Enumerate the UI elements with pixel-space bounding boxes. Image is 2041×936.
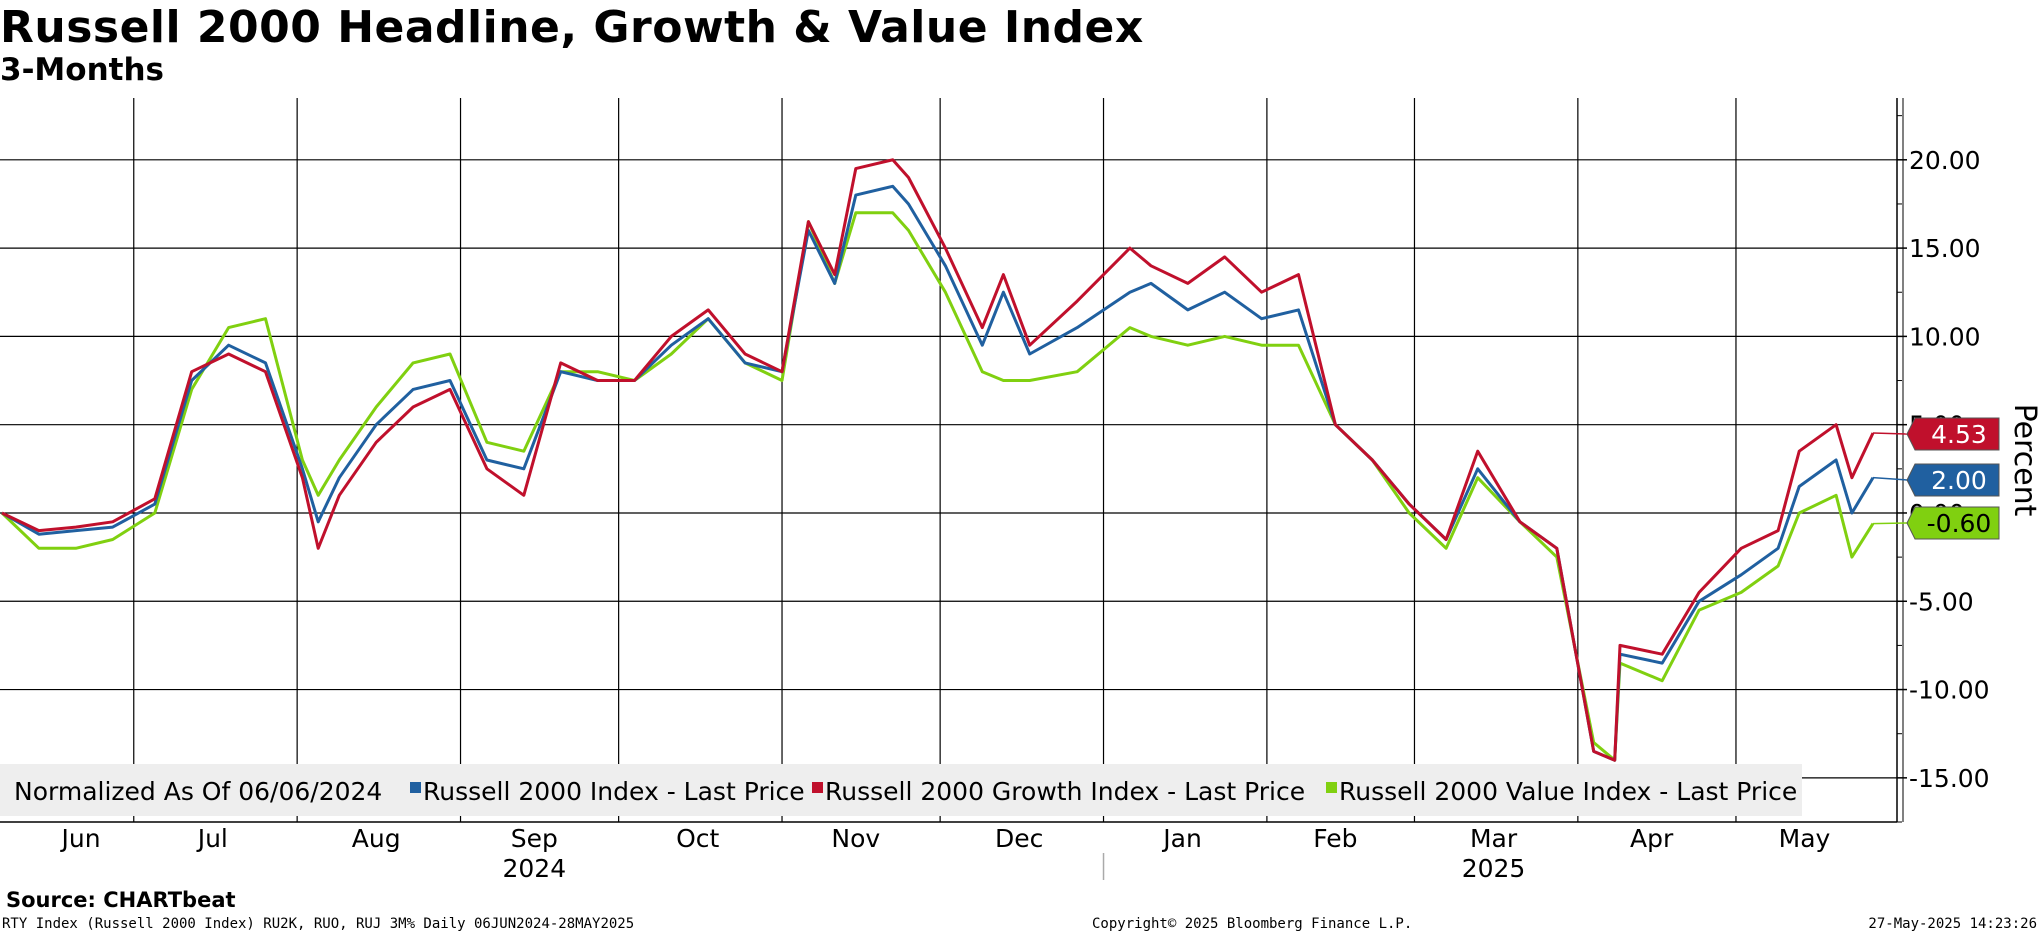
y-tick-label: -15.00: [1909, 764, 1990, 793]
chart-title: Russell 2000 Headline, Growth & Value In…: [0, 2, 1144, 53]
last-value-label-growth: 4.53: [1931, 420, 1987, 449]
x-tick-label: Aug: [352, 824, 401, 853]
y-axis-label: Percent: [2007, 404, 2041, 517]
footer-copyright: Copyright© 2025 Bloomberg Finance L.P.: [1092, 916, 1413, 932]
legend-label-headline: Russell 2000 Index - Last Price: [423, 777, 805, 806]
series-line-headline: [1, 184, 1875, 762]
legend-swatch-headline: [410, 782, 421, 793]
x-tick-label: Sep: [511, 824, 558, 853]
last-value-tag-growth: [1906, 417, 2000, 451]
legend-label-value: Russell 2000 Value Index - Last Price: [1339, 777, 1797, 806]
last-value-label-value: -0.60: [1927, 509, 1992, 538]
x-tick-label: Feb: [1313, 824, 1357, 853]
x-tick-label: May: [1779, 824, 1831, 853]
legend-swatch-value: [1326, 782, 1337, 793]
x-tick-label: Oct: [676, 824, 719, 853]
source-label: Source: CHARTbeat: [6, 888, 236, 912]
x-tick-label: Mar: [1470, 824, 1518, 853]
y-tick-label: 20.00: [1909, 146, 1981, 175]
chart-subtitle: 3-Months: [0, 52, 164, 88]
tag-leader-headline: [1872, 476, 1908, 481]
legend-label-growth: Russell 2000 Growth Index - Last Price: [825, 777, 1305, 806]
x-tick-label: Jul: [196, 824, 228, 853]
y-tick-label: -5.00: [1909, 587, 1974, 616]
series-line-growth: [1, 158, 1875, 762]
legend-box: [0, 764, 1802, 816]
y-tick-label: 15.00: [1909, 234, 1981, 263]
x-tick-label: Dec: [995, 824, 1043, 853]
last-value-tag-value: [1906, 506, 2000, 540]
x-tick-label: Nov: [831, 824, 880, 853]
x-tick-label: Apr: [1630, 824, 1674, 853]
legend-swatch-growth: [812, 782, 823, 793]
y-tick-label: -10.00: [1909, 676, 1990, 705]
last-value-label-headline: 2.00: [1931, 466, 1987, 495]
legend-prefix: Normalized As Of 06/06/2024: [14, 777, 382, 806]
tag-leader-value: [1872, 522, 1908, 525]
x-tick-label: Jun: [60, 824, 101, 853]
x-tick-label: Jan: [1161, 824, 1202, 853]
tag-leader-growth: [1872, 432, 1908, 435]
chart-area: 20.0015.0010.005.000.00-5.00-10.00-15.00…: [0, 98, 2041, 880]
footer-series-info: RTY Index (Russell 2000 Index) RU2K, RUO…: [2, 916, 635, 932]
y-tick-label: 10.00: [1909, 322, 1981, 351]
footer-timestamp: 27-May-2025 14:23:26: [1868, 916, 2037, 932]
year-label: 2025: [1462, 854, 1526, 880]
last-value-tag-headline: [1906, 463, 2000, 497]
year-label: 2024: [503, 854, 567, 880]
series-line-value: [0, 211, 1875, 762]
